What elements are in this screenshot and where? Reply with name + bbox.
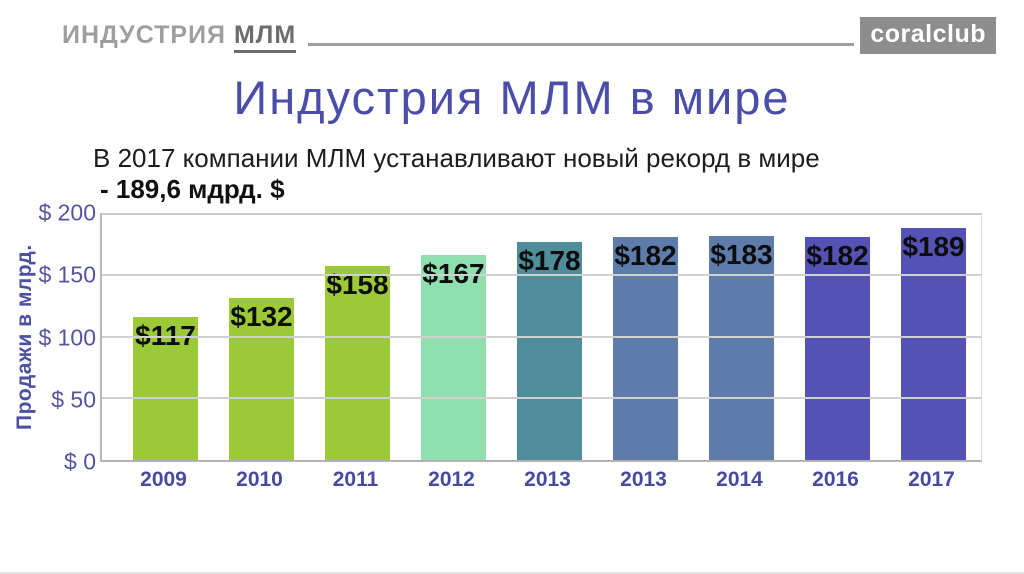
bar-value-label: $132 <box>230 301 293 333</box>
bar: $132 <box>229 298 294 460</box>
y-axis-tick-labels: $ 200 $ 150 $ 100 $ 50 $ 0 <box>24 200 96 475</box>
bar-value-label: $167 <box>422 258 485 290</box>
x-tick-label: 2016 <box>812 468 859 491</box>
brand-mlm: МЛМ <box>233 20 297 53</box>
bar-value-label: $117 <box>135 319 196 351</box>
bar: $182 <box>613 237 678 460</box>
y-tick-label: $ 0 <box>64 448 96 475</box>
gridline <box>102 335 981 338</box>
plot-area: $117 $132 $158 $167 $178 $182 $183 $182 $189 <box>100 213 982 462</box>
y-tick-label: $ 150 <box>38 261 96 288</box>
bar: $117 <box>133 316 198 460</box>
subtitle-line1: В 2017 компании МЛМ устанавливают новый … <box>93 143 820 173</box>
x-tick-label: 2010 <box>236 468 283 491</box>
x-axis-tick-labels: 2009 2010 2011 2012 2013 2013 2014 2016 2017 <box>100 468 1013 492</box>
bars-row: $117 $132 $158 $167 $178 $182 $183 $182 $189 <box>102 215 981 460</box>
header-rule-line <box>308 43 855 46</box>
header: ИНДУСТРИЯ МЛМ coralclub <box>62 16 996 54</box>
bar-value-label: $182 <box>614 240 677 272</box>
x-tick-label: 2013 <box>524 468 571 491</box>
subtitle-line2: - 189,6 мдрд. $ <box>100 174 285 204</box>
x-tick-label: 2011 <box>332 468 379 491</box>
x-tick-label: 2013 <box>620 468 667 491</box>
bar-value-label: $183 <box>710 238 773 270</box>
x-tick-label: 2014 <box>716 468 763 491</box>
x-tick-label: 2012 <box>428 468 475 491</box>
bar-value-label: $182 <box>806 240 869 272</box>
gridline <box>102 396 981 399</box>
bar-value-label: $189 <box>902 231 965 263</box>
coralclub-logo: coralclub <box>860 16 996 54</box>
bar-value-label: $158 <box>326 269 389 301</box>
bar: $167 <box>421 255 486 460</box>
bar: $183 <box>709 235 774 460</box>
x-tick-label: 2017 <box>908 468 955 491</box>
brand-text: ИНДУСТРИЯ МЛМ <box>62 20 297 53</box>
bar-value-label: $178 <box>518 244 581 276</box>
subtitle: В 2017 компании МЛМ устанавливают новый … <box>93 143 820 204</box>
bar: $182 <box>805 237 870 460</box>
brand-prefix: ИНДУСТРИЯ <box>62 20 234 49</box>
y-tick-label: $ 50 <box>51 386 96 413</box>
bar: $189 <box>901 228 966 460</box>
bar: $178 <box>517 241 582 460</box>
gridline <box>102 274 981 277</box>
y-tick-label: $ 100 <box>38 324 96 350</box>
bar: $158 <box>325 266 390 460</box>
slide-title: Индустрия МЛМ в мире <box>233 71 791 124</box>
y-tick-label: $ 200 <box>38 199 96 226</box>
x-tick-label: 2009 <box>140 468 187 491</box>
